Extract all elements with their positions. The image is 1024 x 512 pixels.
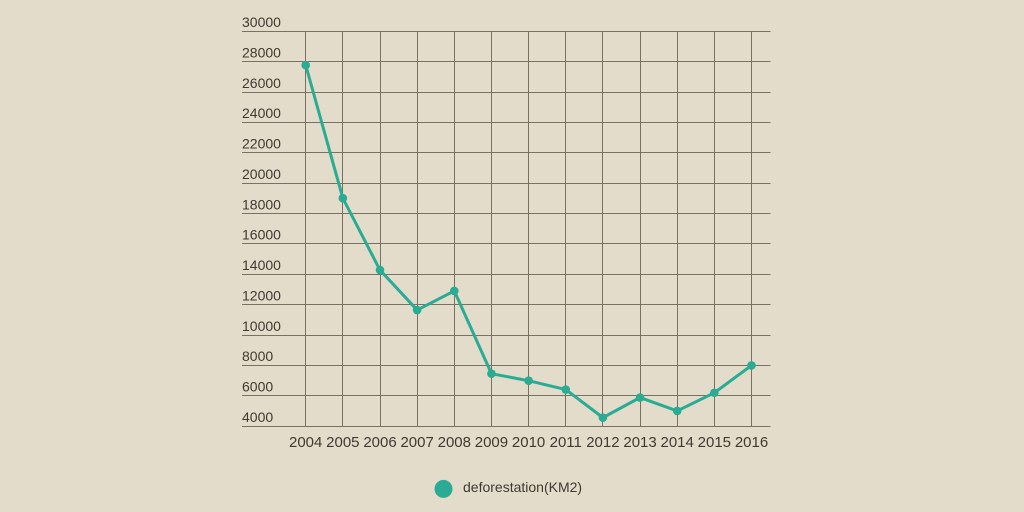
svg-text:26000: 26000 <box>242 75 281 91</box>
svg-text:2014: 2014 <box>661 434 694 451</box>
svg-text:16000: 16000 <box>242 227 281 243</box>
svg-text:2006: 2006 <box>363 434 396 451</box>
svg-text:8000: 8000 <box>242 348 273 364</box>
svg-text:2013: 2013 <box>623 434 656 451</box>
svg-text:2015: 2015 <box>698 434 731 451</box>
svg-text:22000: 22000 <box>242 136 281 152</box>
svg-text:12000: 12000 <box>242 288 281 304</box>
svg-text:2016: 2016 <box>735 434 768 451</box>
svg-text:18000: 18000 <box>242 196 281 212</box>
svg-text:6000: 6000 <box>242 379 273 395</box>
svg-text:2005: 2005 <box>326 434 359 451</box>
svg-text:24000: 24000 <box>242 105 281 121</box>
svg-text:2011: 2011 <box>550 434 582 451</box>
svg-text:deforestation(KM2): deforestation(KM2) <box>463 479 582 495</box>
svg-text:2008: 2008 <box>438 434 471 451</box>
svg-text:28000: 28000 <box>242 44 281 60</box>
svg-text:20000: 20000 <box>242 166 281 182</box>
svg-text:2009: 2009 <box>475 434 508 451</box>
svg-text:2010: 2010 <box>512 434 545 451</box>
svg-text:4000: 4000 <box>242 409 273 425</box>
svg-text:2012: 2012 <box>586 434 619 451</box>
svg-text:10000: 10000 <box>242 318 281 334</box>
svg-text:14000: 14000 <box>242 257 281 273</box>
svg-text:2004: 2004 <box>289 434 322 451</box>
svg-text:30000: 30000 <box>242 14 281 30</box>
svg-text:2007: 2007 <box>400 434 433 451</box>
